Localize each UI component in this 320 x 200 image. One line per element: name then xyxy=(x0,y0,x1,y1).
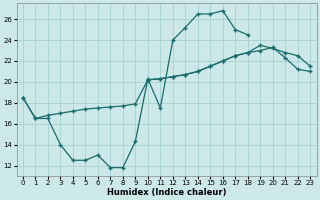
X-axis label: Humidex (Indice chaleur): Humidex (Indice chaleur) xyxy=(107,188,226,197)
